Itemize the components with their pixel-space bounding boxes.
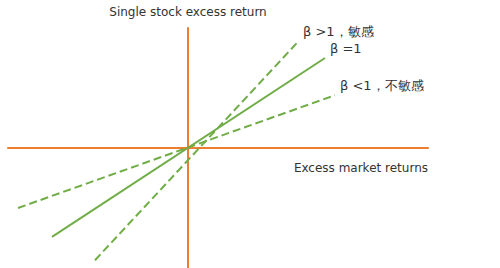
svg-text:β =1: β =1 [330, 41, 362, 56]
svg-text:β <1，不敏感: β <1，不敏感 [340, 78, 424, 93]
svg-text:β >1，敏感: β >1，敏感 [303, 24, 374, 39]
svg-text:Single stock excess return: Single stock excess return [109, 5, 266, 19]
svg-text:Excess market returns: Excess market returns [294, 161, 428, 175]
